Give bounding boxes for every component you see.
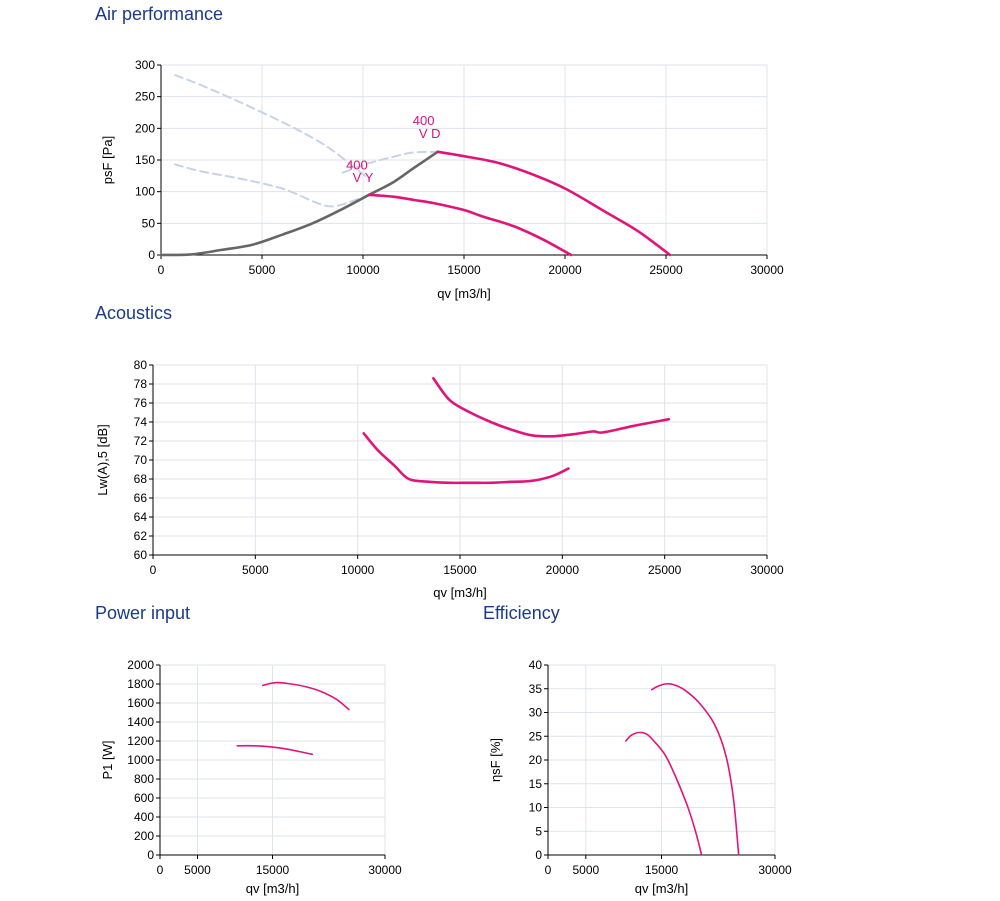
acoustics-y-tick-label: 78 — [134, 377, 148, 391]
efficiency-y-tick-label: 25 — [529, 729, 543, 743]
acoustics-y-tick-label: 68 — [134, 472, 148, 486]
efficiency-x-axis-label: qv [m3/h] — [635, 881, 688, 896]
air-fan-curve — [367, 193, 573, 257]
air-y-tick-label: 100 — [135, 185, 155, 199]
acoustics-y-tick-label: 60 — [134, 548, 148, 562]
power-fan-curve — [236, 744, 314, 756]
efficiency-y-tick-label: 20 — [529, 753, 543, 767]
air-x-axis-label: qv [m3/h] — [437, 286, 490, 301]
power-y-tick-label: 400 — [134, 810, 154, 824]
efficiency-x-tick-label: 5000 — [572, 863, 599, 877]
efficiency-x-tick-label: 15000 — [645, 863, 679, 877]
efficiency-y-tick-label: 40 — [529, 658, 543, 672]
air-curve-label: 400 — [346, 158, 368, 173]
efficiency-x-tick-label: 0 — [545, 863, 552, 877]
acoustics-x-tick-label: 10000 — [341, 563, 375, 577]
efficiency-fan-curve — [625, 731, 703, 856]
air-x-tick-label: 10000 — [346, 263, 380, 277]
air-x-tick-label: 25000 — [649, 263, 683, 277]
acoustics-y-tick-label: 66 — [134, 491, 148, 505]
air-curve-label: V Y — [353, 170, 374, 185]
power-y-tick-label: 1600 — [127, 696, 154, 710]
power-x-tick-label: 0 — [157, 863, 164, 877]
acoustics-y-tick-label: 76 — [134, 396, 148, 410]
air-reference-curve — [174, 163, 371, 208]
power-y-tick-label: 1400 — [127, 715, 154, 729]
efficiency-y-tick-label: 0 — [535, 848, 542, 862]
power-x-tick-label: 5000 — [184, 863, 211, 877]
power-x-axis-label: qv [m3/h] — [246, 881, 299, 896]
acoustics-y-tick-label: 64 — [134, 510, 148, 524]
power-input-title: Power input — [95, 603, 191, 623]
acoustics-y-tick-label: 74 — [134, 415, 148, 429]
air-performance-title: Air performance — [95, 4, 224, 24]
air-y-tick-label: 150 — [135, 153, 155, 167]
acoustics-fan-curve — [362, 432, 570, 485]
efficiency-y-tick-label: 15 — [529, 777, 543, 791]
acoustics-y-tick-label: 80 — [134, 358, 148, 372]
power-y-tick-label: 1000 — [127, 753, 154, 767]
acoustics-fan-curve — [432, 377, 671, 438]
air-x-tick-label: 15000 — [447, 263, 481, 277]
air-y-tick-label: 300 — [135, 58, 155, 72]
efficiency-y-tick-label: 30 — [529, 706, 543, 720]
air-y-tick-label: 200 — [135, 121, 155, 135]
efficiency-y-tick-label: 35 — [529, 682, 543, 696]
acoustics-title: Acoustics — [95, 303, 173, 323]
acoustics-y-axis-label: Lw(A),5 [dB] — [95, 424, 110, 496]
acoustics-x-axis-label: qv [m3/h] — [433, 585, 486, 600]
acoustics-y-tick-label: 70 — [134, 453, 148, 467]
air-system-curve — [159, 150, 439, 257]
air-y-tick-label: 50 — [142, 216, 156, 230]
air-x-tick-label: 5000 — [249, 263, 276, 277]
power-x-tick-label: 30000 — [368, 863, 402, 877]
efficiency-y-axis-label: ηsF [%] — [488, 738, 503, 782]
efficiency-x-tick-label: 30000 — [758, 863, 792, 877]
power-y-tick-label: 600 — [134, 791, 154, 805]
acoustics-x-tick-label: 0 — [150, 563, 157, 577]
power-y-tick-label: 800 — [134, 772, 154, 786]
acoustics-x-tick-label: 30000 — [750, 563, 784, 577]
air-x-tick-label: 30000 — [750, 263, 784, 277]
air-curve-label: V D — [419, 126, 441, 141]
efficiency-fan-curve — [650, 682, 740, 856]
air-x-tick-label: 0 — [158, 263, 165, 277]
air-reference-curve — [341, 150, 439, 174]
power-y-tick-label: 200 — [134, 829, 154, 843]
air-x-tick-label: 20000 — [548, 263, 582, 277]
air-y-axis-label: psF [Pa] — [100, 136, 115, 184]
air-y-tick-label: 0 — [148, 248, 155, 262]
power-y-axis-label: P1 [W] — [100, 740, 115, 779]
acoustics-y-tick-label: 62 — [134, 529, 148, 543]
air-curve-label: 400 — [413, 113, 435, 128]
power-fan-curve — [262, 681, 350, 711]
acoustics-x-tick-label: 20000 — [546, 563, 580, 577]
acoustics-x-tick-label: 15000 — [443, 563, 477, 577]
power-y-tick-label: 0 — [147, 848, 154, 862]
acoustics-x-tick-label: 5000 — [242, 563, 269, 577]
air-reference-curve — [174, 74, 371, 180]
efficiency-y-tick-label: 5 — [535, 824, 542, 838]
power-x-tick-label: 15000 — [256, 863, 290, 877]
acoustics-y-tick-label: 72 — [134, 434, 148, 448]
power-y-tick-label: 1800 — [127, 677, 154, 691]
acoustics-x-tick-label: 25000 — [648, 563, 682, 577]
air-y-tick-label: 250 — [135, 90, 155, 104]
power-y-tick-label: 1200 — [127, 734, 154, 748]
efficiency-title: Efficiency — [483, 603, 560, 623]
power-y-tick-label: 2000 — [127, 658, 154, 672]
efficiency-y-tick-label: 10 — [529, 801, 543, 815]
air-fan-curve — [436, 150, 672, 257]
